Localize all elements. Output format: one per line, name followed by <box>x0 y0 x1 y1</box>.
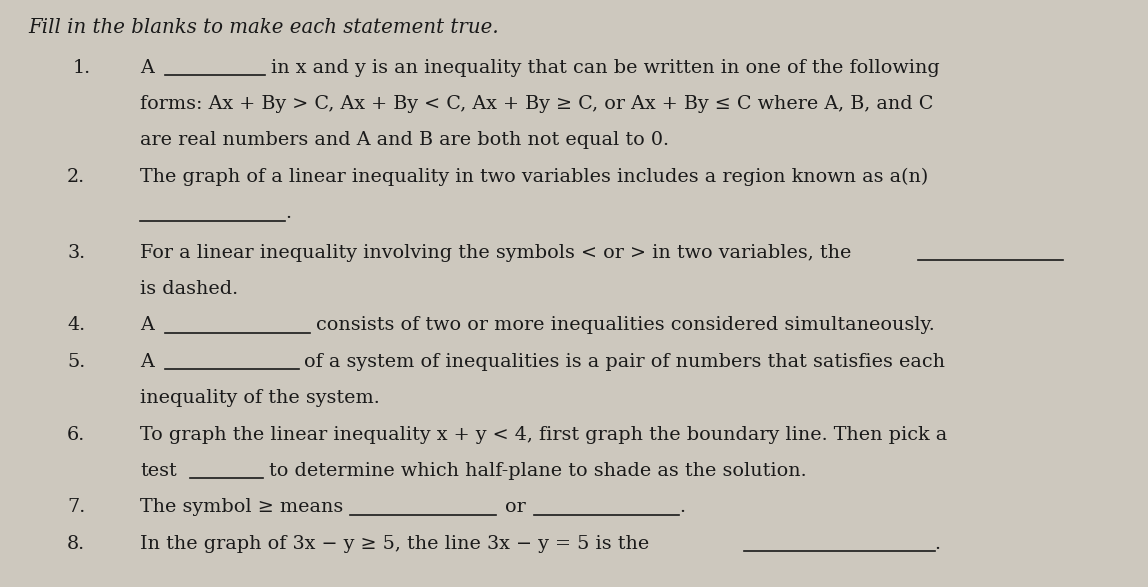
Text: The graph of a linear inequality in two variables includes a region known as a(n: The graph of a linear inequality in two … <box>140 168 928 186</box>
Text: A: A <box>140 316 154 335</box>
Text: For a linear inequality involving the symbols < or > in two variables, the: For a linear inequality involving the sy… <box>140 244 852 262</box>
Text: test: test <box>140 462 177 480</box>
Text: .: . <box>934 535 940 553</box>
Text: in x and y is an inequality that can be written in one of the following: in x and y is an inequality that can be … <box>271 59 939 77</box>
Text: 7.: 7. <box>67 498 85 517</box>
Text: In the graph of 3x − y ≥ 5, the line 3x − y = 5 is the: In the graph of 3x − y ≥ 5, the line 3x … <box>140 535 649 553</box>
Text: are real numbers and A and B are both not equal to 0.: are real numbers and A and B are both no… <box>140 131 669 150</box>
Text: To graph the linear inequality x + y < 4, first graph the boundary line. Then pi: To graph the linear inequality x + y < 4… <box>140 426 947 444</box>
Text: 8.: 8. <box>67 535 85 553</box>
Text: 1.: 1. <box>72 59 91 77</box>
Text: A: A <box>140 59 154 77</box>
Text: or: or <box>505 498 526 517</box>
Text: 6.: 6. <box>67 426 85 444</box>
Text: Fill in the blanks to make each statement true.: Fill in the blanks to make each statemen… <box>28 18 498 36</box>
Text: 5.: 5. <box>67 353 85 371</box>
Text: A: A <box>140 353 154 371</box>
Text: 3.: 3. <box>67 244 85 262</box>
Text: .: . <box>680 498 685 517</box>
Text: of a system of inequalities is a pair of numbers that satisfies each: of a system of inequalities is a pair of… <box>304 353 946 371</box>
Text: 2.: 2. <box>67 168 85 186</box>
Text: forms: Ax + By > C, Ax + By < C, Ax + By ≥ C, or Ax + By ≤ C where A, B, and C: forms: Ax + By > C, Ax + By < C, Ax + By… <box>140 95 933 113</box>
Text: The symbol ≥ means: The symbol ≥ means <box>140 498 343 517</box>
Text: is dashed.: is dashed. <box>140 280 238 298</box>
Text: consists of two or more inequalities considered simultaneously.: consists of two or more inequalities con… <box>316 316 934 335</box>
Text: to determine which half-plane to shade as the solution.: to determine which half-plane to shade a… <box>269 462 806 480</box>
Text: 4.: 4. <box>67 316 85 335</box>
Text: .: . <box>286 204 292 222</box>
Text: inequality of the system.: inequality of the system. <box>140 389 380 407</box>
